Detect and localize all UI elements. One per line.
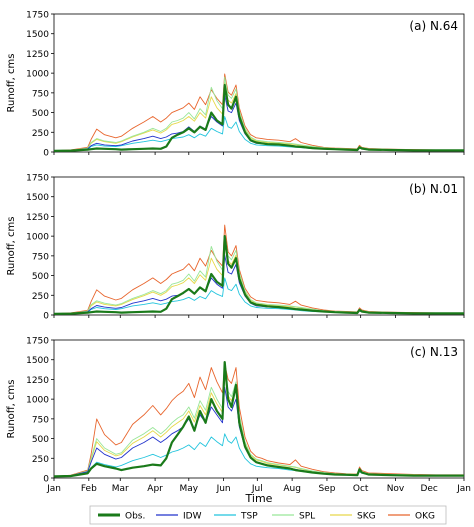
legend-label: OKG [415, 512, 435, 522]
y-axis-label: Runoff, cms [6, 380, 17, 439]
series-line-skg [54, 373, 464, 477]
y-tick-label: 250 [32, 292, 49, 302]
y-tick-label: 500 [32, 435, 49, 445]
x-tick-label: Jun [216, 484, 231, 494]
panel-2: 0 250 500 750 1000 1250 1500 1750 Runoff, cms (b)… [6, 174, 465, 322]
axes-frame [53, 176, 465, 316]
y-tick-label: 750 [32, 415, 49, 425]
series-line-okg [54, 224, 464, 315]
y-tick-label: 1750 [26, 174, 49, 184]
y-tick-label: 1500 [26, 30, 49, 40]
axes-frame [53, 339, 465, 479]
panels-layer: 0 250 500 750 1000 1250 1500 1750 Runoff, cms (a)… [6, 11, 471, 495]
series-line-spl [54, 367, 464, 477]
y-tick-label: 1250 [26, 50, 49, 60]
x-tick-label: Feb [81, 484, 97, 494]
x-tick-label: Aug [283, 484, 301, 494]
series-group [54, 361, 464, 478]
series-group [54, 224, 464, 315]
y-tick-label: 1000 [26, 70, 49, 80]
panel-1: 0 250 500 750 1000 1250 1500 1750 Runoff, cms (a)… [6, 11, 465, 159]
series-line-tsp [54, 433, 464, 477]
panel-3: 0 250 500 750 1000 1250 1500 1750 Jan Feb Mar Apr Ma… [6, 337, 471, 495]
y-tick-label: 0 [43, 149, 49, 159]
legend: Obs. IDW TSP SPL SKG OKG [89, 505, 447, 525]
x-tick-label: Jul [251, 484, 263, 494]
y-tick-label: 1750 [26, 11, 49, 21]
series-line-obs [54, 361, 464, 478]
x-tick-label: Mar [112, 484, 129, 494]
y-tick-label: 1750 [26, 337, 49, 347]
series-line-okg [54, 73, 464, 152]
legend-label: SKG [357, 512, 376, 522]
y-tick-label: 1500 [26, 356, 49, 366]
panel-title: (b) N.01 [409, 182, 458, 196]
y-tick-label: 750 [32, 89, 49, 99]
y-tick-label: 1000 [26, 396, 49, 406]
x-axis-label: Time [245, 492, 273, 505]
series-line-spl [54, 76, 464, 152]
x-tick-label: Dec [420, 484, 437, 494]
y-tick-label: 1000 [26, 233, 49, 243]
x-tick-label: Apr [147, 484, 163, 494]
y-tick-label: 1250 [26, 376, 49, 386]
x-tick-label: Jan [456, 484, 471, 494]
y-tick-label: 250 [32, 455, 49, 465]
axes-frame [53, 13, 465, 153]
legend-label: TSP [240, 512, 258, 522]
y-axis-label: Runoff, cms [6, 217, 17, 276]
series-line-spl [54, 235, 464, 315]
y-tick-label: 1500 [26, 193, 49, 203]
legend-label: IDW [183, 512, 202, 522]
y-tick-label: 0 [43, 312, 49, 322]
y-tick-label: 1250 [26, 213, 49, 223]
x-tick-label: May [179, 484, 198, 494]
panel-title: (c) N.13 [410, 345, 458, 359]
x-tick-label: Sep [318, 484, 335, 494]
y-tick-label: 500 [32, 109, 49, 119]
y-tick-label: 0 [43, 475, 49, 485]
x-tick-label: Nov [387, 484, 405, 494]
x-tick-label: Oct [353, 484, 369, 494]
x-tick-label: Jan [46, 484, 61, 494]
legend-box [89, 505, 447, 525]
y-tick-label: 250 [32, 129, 49, 139]
legend-label: SPL [299, 512, 315, 522]
panel-title: (a) N.64 [409, 19, 458, 33]
legend-label: Obs. [125, 512, 145, 522]
series-group [54, 73, 464, 152]
y-axis-label: Runoff, cms [6, 54, 17, 113]
series-line-obs [54, 83, 464, 152]
y-tick-label: 500 [32, 272, 49, 282]
y-tick-label: 750 [32, 252, 49, 262]
series-line-obs [54, 235, 464, 315]
